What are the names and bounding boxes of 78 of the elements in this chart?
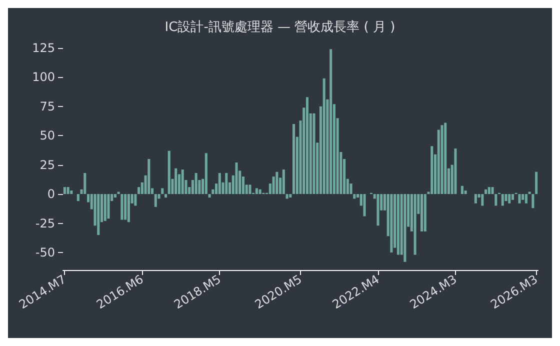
bar: [460, 186, 464, 194]
bar: [76, 194, 80, 202]
bar: [494, 194, 498, 206]
bar: [376, 194, 380, 226]
bar: [444, 122, 447, 194]
bar: [330, 49, 332, 194]
y-tick-label: -25: [35, 216, 55, 230]
y-tick-label: 100: [32, 70, 55, 84]
bar: [148, 159, 150, 194]
bar: [235, 162, 238, 194]
bar: [248, 184, 252, 194]
bar: [218, 173, 221, 194]
y-tick-label: 75: [40, 99, 55, 114]
bar: [532, 194, 534, 208]
bar: [363, 194, 366, 216]
bar: [161, 188, 164, 194]
y-tick-label: 25: [40, 158, 55, 172]
bar: [528, 192, 531, 194]
bar: [70, 190, 73, 194]
bar: [488, 187, 490, 194]
bar: [225, 173, 228, 194]
bar: [390, 194, 393, 252]
bar: [306, 97, 308, 194]
bar: [194, 173, 198, 194]
bar: [107, 194, 110, 219]
bar: [276, 172, 278, 194]
bar: [312, 113, 316, 194]
bar: [518, 194, 521, 204]
bar: [289, 194, 292, 198]
bar: [511, 194, 514, 200]
bar: [63, 187, 66, 194]
bar: [484, 189, 488, 194]
bar: [127, 194, 130, 222]
bar: [134, 194, 137, 206]
bar: [491, 187, 494, 194]
bar: [396, 194, 400, 255]
bar: [524, 194, 528, 204]
bar: [440, 125, 444, 194]
bar: [117, 192, 120, 194]
bar: [168, 150, 170, 194]
y-tick-label: 125: [32, 41, 55, 55]
bar: [154, 194, 157, 207]
bar: [255, 188, 258, 194]
bar: [420, 194, 424, 232]
bar: [424, 194, 426, 232]
bar: [508, 194, 511, 204]
bar: [208, 194, 211, 198]
bar: [522, 194, 524, 200]
bar: [286, 194, 288, 199]
bar: [430, 146, 434, 194]
bar: [97, 194, 100, 235]
bar: [174, 168, 178, 194]
bar: [404, 194, 406, 262]
bar: [292, 124, 296, 194]
bar: [454, 148, 457, 194]
bar: [124, 194, 127, 220]
y-tick-label: 0: [47, 187, 55, 202]
bar: [66, 187, 70, 194]
bar: [282, 170, 285, 194]
y-tick-label: -50: [35, 245, 55, 260]
bar: [258, 189, 262, 194]
bar: [481, 194, 484, 206]
bar: [164, 194, 168, 198]
bar: [114, 194, 116, 198]
bar: [104, 194, 106, 221]
y-tick-label: 50: [40, 128, 55, 143]
bar: [181, 170, 184, 194]
bar: [535, 172, 538, 194]
chart-title: IC設計-訊號處理器 — 營收成長率 ( 月 ): [164, 19, 396, 35]
bar: [414, 194, 416, 255]
bar: [501, 194, 504, 206]
bar: [84, 173, 86, 194]
bar: [120, 194, 124, 220]
bar: [353, 194, 356, 199]
bar: [204, 153, 208, 194]
bar: [504, 194, 508, 202]
bar: [474, 194, 477, 204]
bar: [322, 78, 326, 194]
